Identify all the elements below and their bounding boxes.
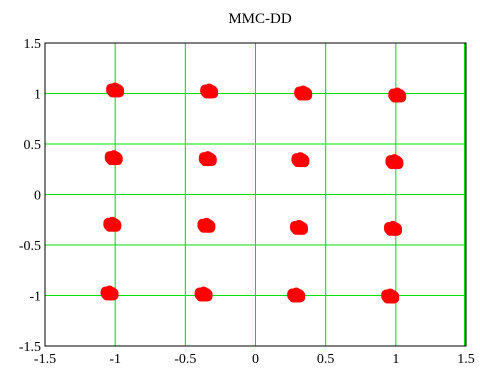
- y-tick-label-0: -1.5: [19, 340, 41, 355]
- data-point-14: [287, 287, 306, 303]
- data-point-9: [197, 217, 216, 233]
- x-tick-label-2: -0.5: [174, 352, 196, 367]
- x-tick-label-0: -1.5: [34, 352, 56, 367]
- y-tick-label-2: -0.5: [19, 239, 41, 254]
- data-point-12: [100, 285, 119, 301]
- data-point-1: [200, 83, 219, 99]
- data-point-3: [388, 87, 407, 103]
- x-tick-label-4: 0.5: [317, 352, 335, 367]
- data-point-15: [381, 288, 400, 304]
- data-point-6: [291, 152, 310, 168]
- data-point-7: [385, 154, 404, 170]
- y-tick-label-4: 0.5: [24, 138, 42, 153]
- x-tick-label-3: 0: [252, 352, 259, 367]
- data-point-0: [106, 82, 125, 98]
- y-tick-label-5: 1: [34, 88, 41, 103]
- x-tick-label-5: 1: [392, 352, 399, 367]
- y-tick-label-1: -1: [29, 290, 41, 305]
- data-point-8: [103, 216, 122, 232]
- chart-title: MMC-DD: [228, 11, 292, 27]
- data-point-10: [290, 219, 309, 235]
- data-point-4: [104, 150, 123, 166]
- data-point-13: [194, 286, 213, 302]
- x-tick-label-6: 1.5: [457, 352, 475, 367]
- data-point-2: [294, 85, 313, 101]
- data-points: [100, 82, 407, 304]
- x-tick-label-1: -1: [109, 352, 121, 367]
- data-point-5: [198, 151, 217, 167]
- plot-frame: [44, 42, 467, 347]
- tick-labels: -1.5 -1 -0.5 0 0.5 1 1.5 -1.5 -1 -0.5 0 0.5 1 1.5: [19, 37, 475, 367]
- y-tick-label-3: 0: [34, 189, 41, 204]
- data-point-11: [384, 220, 403, 236]
- y-tick-label-6: 1.5: [24, 37, 42, 52]
